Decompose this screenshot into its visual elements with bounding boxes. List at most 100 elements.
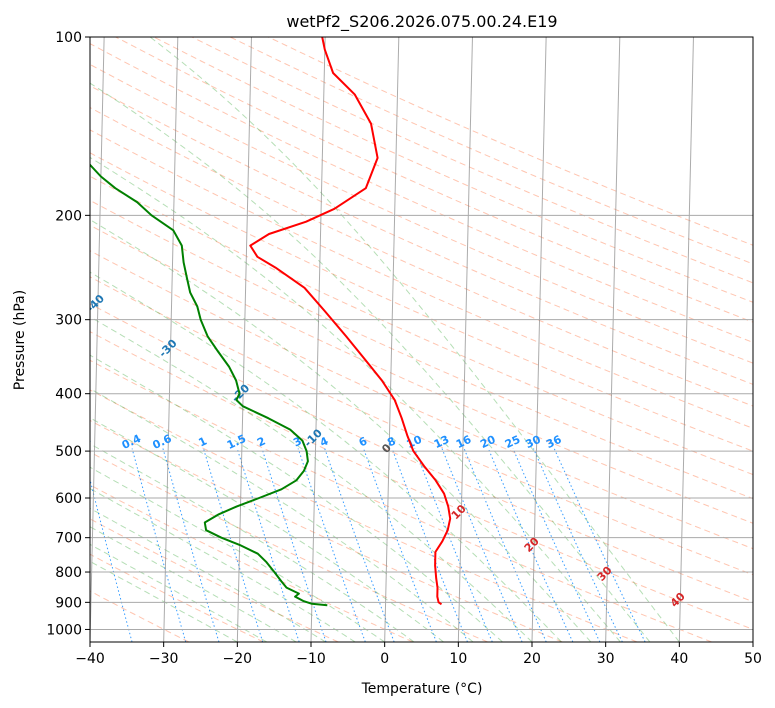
mixing-ratio-labels: 0.1 0.2 0.4 0.6 1 1.5 2 3 4 6 8 10 13 16 20 25 30 36 xyxy=(23,432,564,452)
mixing-ratio-label: 36 xyxy=(544,433,564,451)
dry-adiabat xyxy=(90,129,753,429)
dry-adiabat xyxy=(268,37,753,246)
isobars xyxy=(90,37,753,630)
moist-adiabat xyxy=(90,488,356,642)
isotherm xyxy=(752,620,753,642)
isotherm xyxy=(310,37,326,642)
isotherm-label: 10 xyxy=(449,502,469,522)
dewpoint-profile xyxy=(90,163,328,607)
mixing-ratio-label: 13 xyxy=(432,433,451,451)
moist-adiabat xyxy=(90,443,415,642)
y-tick-label: 900 xyxy=(55,595,82,611)
isotherm xyxy=(457,37,473,642)
x-tick-label: 20 xyxy=(523,651,541,667)
x-axis: −40 −30 −20 −10 0 10 20 30 40 50 xyxy=(75,642,762,667)
chart-title: wetPf2_S206.2026.075.00.24.E19 xyxy=(286,12,557,32)
mixing-ratio-line xyxy=(363,448,437,642)
mixing-ratio-label: 1 xyxy=(197,434,209,449)
mixing-ratio-label: 4 xyxy=(318,434,331,449)
isotherm xyxy=(605,37,621,642)
dry-adiabat xyxy=(90,359,712,642)
x-tick-label: 30 xyxy=(597,651,615,667)
moist-adiabat xyxy=(90,543,268,642)
y-tick-label: 800 xyxy=(55,565,82,581)
y-tick-label: 700 xyxy=(55,531,82,547)
x-tick-label: 50 xyxy=(744,651,762,667)
isotherm xyxy=(531,37,547,642)
mixing-ratio-label: 1.5 xyxy=(225,432,248,452)
mixing-ratio-line xyxy=(90,477,133,642)
plot-frame xyxy=(89,36,754,643)
moist-adiabat xyxy=(90,466,385,642)
dry-adiabat xyxy=(90,553,264,642)
isotherm xyxy=(163,37,179,642)
mixing-ratio-line xyxy=(131,448,187,642)
dry-adiabat xyxy=(90,389,638,642)
moist-adiabat xyxy=(90,354,503,642)
dry-adiabat xyxy=(90,63,753,364)
isotherm-label: -40 xyxy=(84,292,107,315)
dry-adiabat xyxy=(90,451,488,642)
moist-adiabat xyxy=(90,219,592,642)
x-tick-label: −10 xyxy=(296,651,326,667)
mixing-ratio-line xyxy=(162,448,220,642)
x-tick-label: 40 xyxy=(670,651,688,667)
isotherm-label: 40 xyxy=(668,590,688,610)
dry-adiabats xyxy=(90,37,753,642)
isotherm-label: 30 xyxy=(595,564,615,584)
mixing-ratio-label: 0.6 xyxy=(151,432,174,452)
moist-adiabat xyxy=(90,316,533,642)
x-tick-label: −30 xyxy=(149,651,179,667)
dry-adiabat xyxy=(90,199,753,500)
y-axis: 100 200 300 400 500 600 700 800 900 1000 xyxy=(46,30,90,638)
mixing-ratio-label: 2 xyxy=(255,434,267,449)
temperature-profile xyxy=(249,37,452,606)
y-axis-label: Pressure (hPa) xyxy=(12,290,28,390)
x-tick-label: −20 xyxy=(223,651,253,667)
dry-adiabat xyxy=(191,37,753,284)
mixing-ratio-line xyxy=(512,448,601,642)
y-tick-label: 200 xyxy=(55,208,82,224)
moist-adiabats xyxy=(90,37,680,642)
moist-adiabat xyxy=(90,156,621,642)
dry-adiabat xyxy=(90,419,563,642)
moist-adiabat xyxy=(90,82,651,642)
y-tick-label: 500 xyxy=(55,444,82,460)
isotherm xyxy=(384,37,400,642)
dry-adiabat xyxy=(90,276,753,576)
mixing-ratio-line xyxy=(297,448,366,642)
mixing-ratio-line xyxy=(203,448,264,642)
mixing-ratio-label: 0.1 xyxy=(23,432,46,452)
isotherms xyxy=(90,37,753,642)
mixing-ratio-line xyxy=(553,448,646,642)
dry-adiabat xyxy=(90,250,753,550)
moist-adiabat xyxy=(90,507,326,642)
mixing-ratio-line xyxy=(441,448,523,642)
mixing-ratio-label: 30 xyxy=(523,433,543,451)
y-tick-label: 600 xyxy=(55,491,82,507)
y-tick-label: 300 xyxy=(55,313,82,329)
dry-adiabat xyxy=(90,590,190,642)
mixing-ratio-label: 0.4 xyxy=(120,432,143,452)
dry-adiabat xyxy=(90,224,753,524)
profiles xyxy=(90,37,452,607)
mixing-ratio-label: 16 xyxy=(454,433,474,451)
x-axis-label: Temperature (°C) xyxy=(361,681,483,697)
dry-adiabat xyxy=(90,85,753,385)
isotherm xyxy=(236,37,252,642)
dry-adiabat xyxy=(90,175,753,476)
x-tick-label: −40 xyxy=(75,651,105,667)
moist-adiabat xyxy=(90,388,474,642)
dry-adiabat xyxy=(115,37,753,323)
mixing-ratio-line xyxy=(391,448,468,642)
dry-adiabat xyxy=(90,303,753,603)
dry-adiabat xyxy=(90,331,753,630)
isotherm xyxy=(90,37,105,642)
mixing-ratio-label: 10 xyxy=(405,433,425,451)
y-tick-label: 400 xyxy=(55,387,82,403)
dry-adiabat xyxy=(153,37,753,303)
plot-area: -100-90-80-70-60-50-40-30-20-10010203040… xyxy=(23,37,753,642)
mixing-ratio-label: 20 xyxy=(478,433,498,451)
